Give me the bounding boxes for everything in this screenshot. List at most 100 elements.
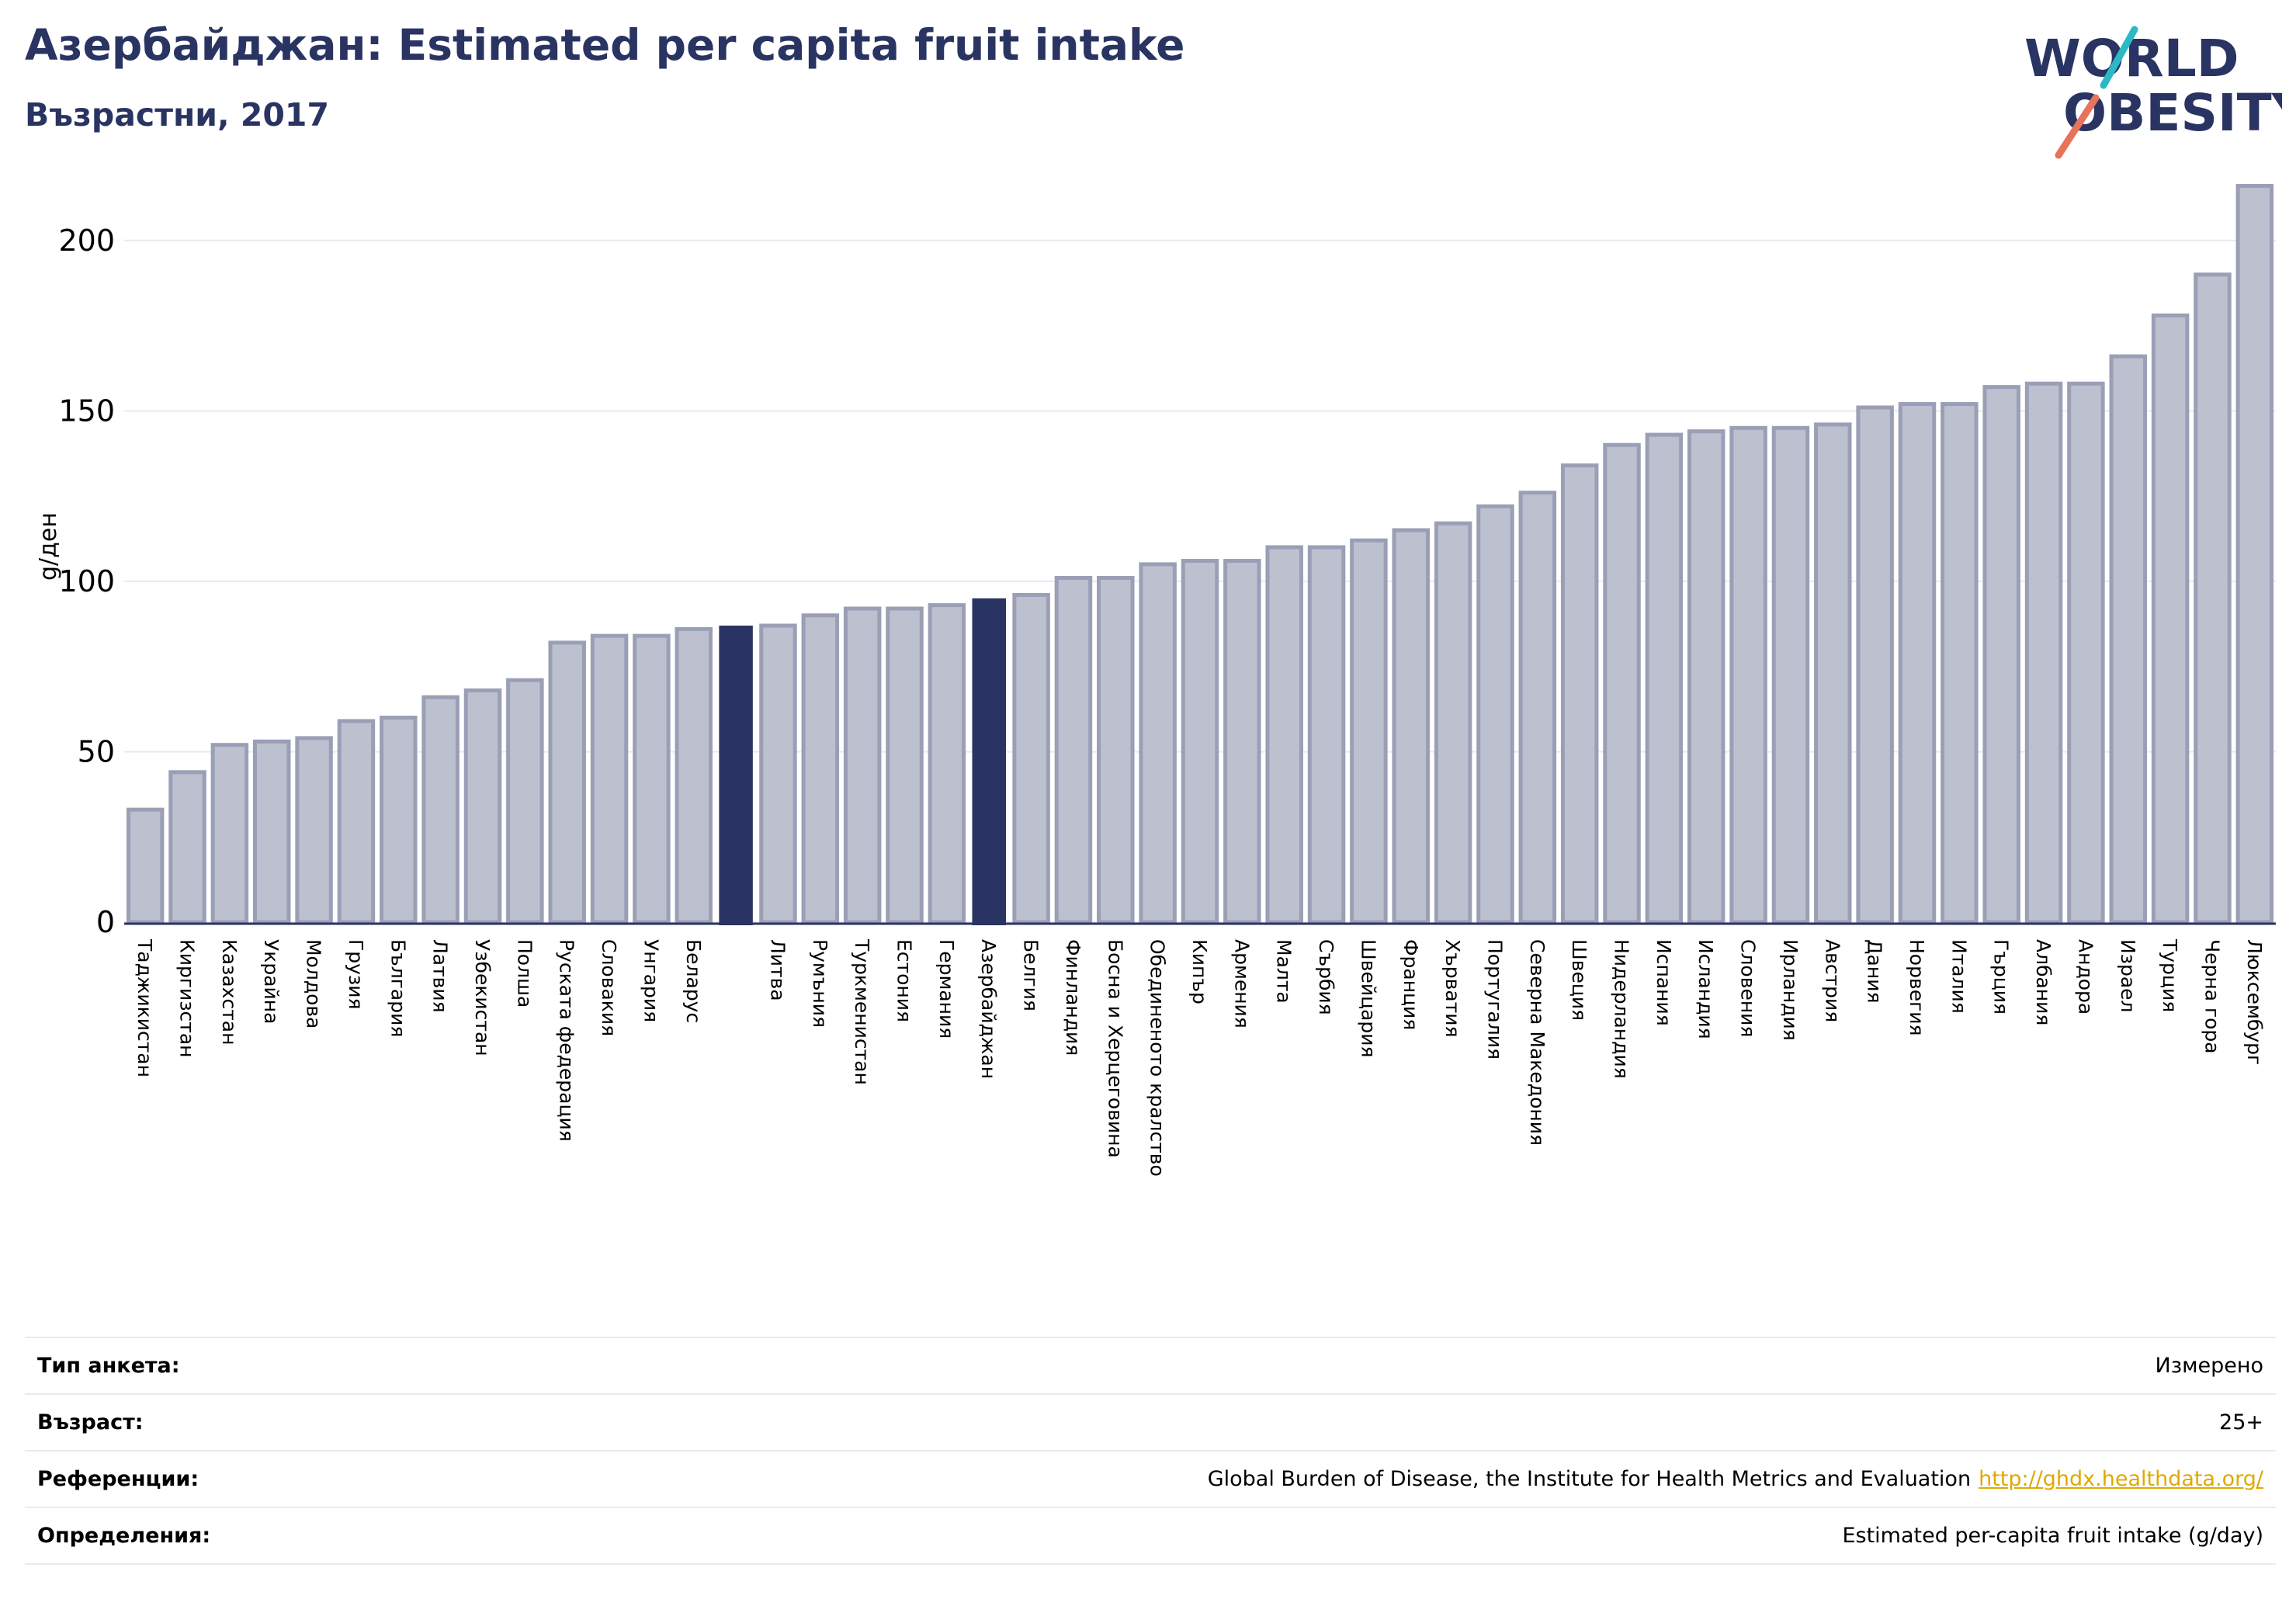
bar-38 (1729, 425, 1767, 924)
info-table: Тип анкета: Измерено Възраст: 25+ Рефере… (25, 1337, 2276, 1565)
x-tick-label: Естония (893, 939, 916, 1022)
x-tick-label: Кипър (1188, 939, 1211, 1004)
x-tick-label: Таджикистан (134, 938, 156, 1077)
x-tick-label: Гърция (1990, 939, 2013, 1015)
bar-28 (1307, 545, 1346, 924)
x-tick-label: Словения (1737, 939, 1760, 1037)
x-tick-label: Сърбия (1315, 939, 1337, 1015)
y-tick-label: 150 (58, 394, 115, 428)
bar-12 (633, 633, 671, 924)
bar-49 (2194, 272, 2232, 924)
x-tick-label: Португалия (1483, 939, 1506, 1060)
x-tick-label: Узбекистан (471, 939, 494, 1056)
y-tick-label: 50 (78, 734, 115, 768)
logo-slash-teal (2100, 26, 2138, 89)
bar-18 (886, 606, 924, 924)
bars (126, 184, 2274, 925)
info-label: Възраст: (37, 1410, 144, 1434)
bar-48 (2151, 313, 2190, 924)
x-tick-label: Украйна (260, 939, 283, 1024)
x-tick-label: Румъния (809, 939, 831, 1028)
y-tick-label: 0 (96, 905, 115, 939)
bar-27 (1265, 545, 1303, 924)
x-tick-label: Грузия (345, 939, 367, 1010)
bar-21 (1012, 592, 1050, 924)
x-tick-label: Ирландия (1779, 939, 1802, 1041)
x-tick-label: Албания (2032, 939, 2055, 1025)
bar-45 (2024, 381, 2063, 924)
bar-0 (126, 807, 165, 924)
reference-link[interactable]: http://ghdx.healthdata.org/ (1979, 1467, 2263, 1491)
bar-47 (2109, 354, 2148, 924)
x-tick-label: Исландия (1694, 939, 1717, 1039)
info-value-wrap: Global Burden of Disease, the Institute … (1208, 1467, 2263, 1491)
x-tick-label: Беларус (682, 939, 705, 1023)
x-tick-label: Швейцария (1357, 939, 1379, 1058)
bar-43 (1941, 402, 1979, 924)
x-tick-label: Израел (2117, 939, 2139, 1013)
bar-37 (1687, 429, 1725, 924)
info-row-survey-type: Тип анкета: Измерено (25, 1337, 2276, 1393)
bar-22 (1054, 575, 1093, 924)
chart-subtitle: Възрастни, 2017 (25, 96, 329, 134)
bar-40 (1814, 422, 1852, 924)
bar-42 (1898, 402, 1937, 924)
info-value: Измерено (2155, 1354, 2263, 1378)
bar-11 (590, 633, 629, 924)
x-tick-label: Туркменистан (851, 938, 873, 1085)
bar-4 (295, 736, 333, 924)
x-tick-label: Молдова (303, 939, 325, 1028)
bar-3 (252, 739, 291, 924)
x-tick-label: България (387, 939, 409, 1037)
logo-slash-coral (2055, 94, 2100, 159)
bar-10 (548, 640, 586, 924)
x-tick-label: Азербайджан (977, 939, 1000, 1079)
x-tick-label: Нидерландия (1611, 939, 1633, 1079)
x-tick-label: Белгия (1020, 939, 1042, 1011)
bar-7 (421, 695, 460, 924)
bar-30 (1392, 528, 1431, 924)
bar-44 (1982, 385, 2020, 924)
bar-2 (210, 743, 249, 924)
info-row-age: Възраст: 25+ (25, 1393, 2276, 1450)
info-row-references: Референции: Global Burden of Disease, th… (25, 1450, 2276, 1507)
bar-17 (843, 606, 882, 924)
bar-26 (1223, 559, 1261, 924)
bar-33 (1518, 491, 1557, 924)
bar-15 (759, 623, 797, 924)
x-tick-label: Финландия (1062, 939, 1084, 1056)
bar-chart: 0 50 100 150 200 Таджикистан Киргизстан Казахс… (35, 184, 2276, 1177)
x-tick-label: Хърватия (1441, 939, 1464, 1038)
x-tick-label: Северна Македония (1526, 939, 1549, 1146)
x-tick-label: Андора (2074, 939, 2097, 1015)
y-axis-ticks: 0 50 100 150 200 (58, 224, 115, 939)
bar-41 (1856, 405, 1894, 924)
x-tick-label: Литва (766, 939, 789, 1001)
bar-20 (972, 598, 1006, 925)
bar-39 (1771, 425, 1810, 924)
x-tick-label: Испания (1653, 939, 1675, 1026)
x-tick-label: Черна гора (2201, 939, 2223, 1054)
x-tick-label: Франция (1399, 939, 1422, 1030)
bar-16 (801, 613, 840, 924)
bar-19 (928, 603, 966, 924)
bar-46 (2067, 381, 2105, 924)
x-tick-label: Словакия (598, 939, 620, 1036)
x-tick-label: Унгария (640, 939, 662, 1022)
x-tick-label: Турция (2159, 938, 2181, 1012)
x-tick-label: Норвегия (1906, 939, 1928, 1036)
info-row-definitions: Определения: Estimated per-capita fruit … (25, 1507, 2276, 1565)
info-value: Global Burden of Disease, the Institute … (1207, 1467, 1972, 1491)
x-axis-ticks: Таджикистан Киргизстан Казахстан Украйна Мол… (134, 938, 2266, 1177)
bar-35 (1603, 442, 1641, 924)
y-tick-label: 100 (58, 564, 115, 598)
x-tick-label: Обединеното кралство (1146, 939, 1169, 1177)
x-tick-label: Австрия (1821, 939, 1843, 1022)
chart-title: Азербайджан: Estimated per capita fruit … (25, 20, 1185, 70)
y-tick-label: 200 (58, 224, 115, 258)
x-tick-label: Армения (1230, 939, 1253, 1028)
x-tick-label: Босна и Херцеговина (1104, 939, 1126, 1158)
x-tick-label: Руската федерация (556, 939, 578, 1142)
info-value: 25+ (2219, 1410, 2263, 1434)
x-tick-label: Полша (513, 939, 536, 1008)
